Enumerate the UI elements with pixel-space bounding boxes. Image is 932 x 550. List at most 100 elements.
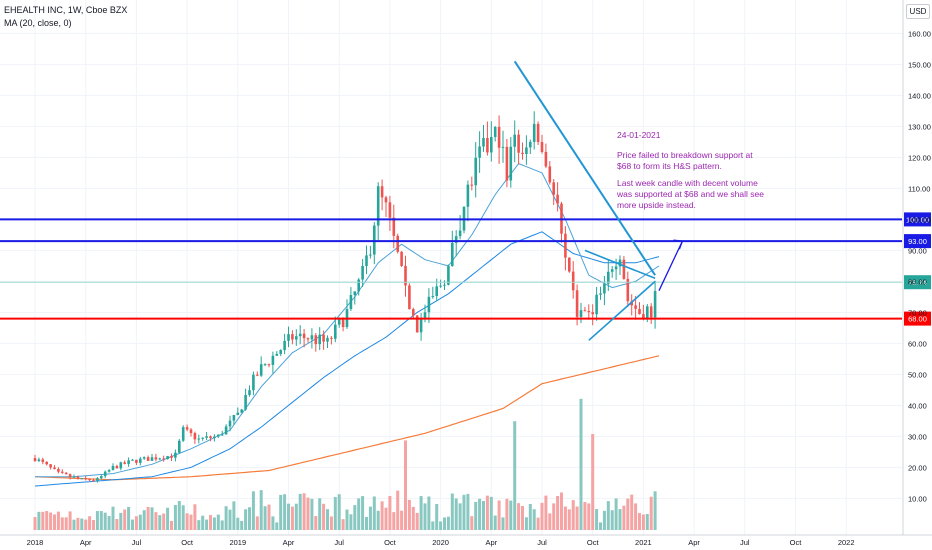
volume-bar [115, 519, 119, 530]
price-level-label: 68.00 [908, 315, 927, 324]
candle-body [314, 335, 318, 345]
candle-body [322, 334, 325, 342]
x-tick-label: 2022 [838, 538, 855, 547]
x-tick-label: Oct [790, 538, 803, 547]
candle-body [279, 350, 282, 354]
candle-body [525, 147, 528, 154]
candle-body [252, 374, 255, 391]
candle-body [150, 457, 154, 461]
candle-body [326, 337, 329, 342]
candle-body [158, 458, 162, 460]
candle-body [275, 353, 279, 356]
candle-body [283, 340, 286, 351]
volume-bar [166, 507, 170, 530]
volume-bar [521, 505, 524, 530]
volume-bar [337, 494, 341, 530]
volume-bar [127, 506, 131, 530]
candle-body [451, 242, 454, 267]
volume-bar [552, 503, 556, 530]
candle-body [361, 265, 364, 280]
candle-body [622, 259, 626, 279]
candle-body [607, 271, 610, 284]
candle-body [84, 478, 87, 480]
candle-body [556, 194, 559, 204]
volume-bar [380, 501, 384, 530]
trendline-resistance [513, 60, 656, 276]
volume-bar [641, 514, 645, 530]
candle-body [649, 306, 653, 318]
y-tick-label: 40.00 [908, 401, 927, 410]
volume-bar [283, 494, 287, 530]
volume-bar [240, 520, 244, 530]
volume-bar [259, 490, 263, 530]
volume-bar [45, 511, 49, 530]
volume-bar [329, 516, 333, 530]
x-tick-label: Jul [132, 538, 142, 547]
price-axis[interactable]: 10.00 20.00 30.00 40.00 50.00 60.00 70.00 80.00… [902, 0, 931, 535]
candle-body [353, 291, 357, 296]
candle-body [92, 480, 95, 482]
volume-bar [478, 498, 482, 530]
candle-body [127, 460, 130, 464]
candle-body [642, 314, 645, 320]
candle-body [96, 478, 99, 481]
y-tick-label: 60.00 [908, 339, 927, 348]
candle-body [591, 312, 594, 315]
volume-bar [341, 519, 345, 530]
annotation-line-4: was supported at $68 and we shall see [617, 189, 764, 199]
volume-bar [404, 440, 407, 530]
candle-body [380, 186, 384, 198]
volume-bar [244, 509, 248, 530]
indicator-legend[interactable]: MA (20, close, 0) [4, 18, 72, 28]
candle-body [427, 296, 431, 313]
candle-body [470, 184, 474, 186]
volume-bar [255, 516, 259, 530]
candle-body [419, 317, 423, 333]
candle-body [388, 202, 392, 218]
candle-body [201, 437, 204, 439]
candle-body [404, 265, 407, 286]
candle-body [599, 293, 602, 295]
time-axis[interactable]: 2018 Apr Jul Oct 2019 Apr Jul Oct 2020 Apr Jul Oct 2… [0, 534, 932, 547]
volume-bar [431, 521, 435, 530]
volume-bar [162, 513, 166, 530]
x-tick-label: 2021 [635, 538, 652, 547]
volume-bar [267, 504, 271, 530]
volume-bar [290, 506, 294, 530]
volume-bar [220, 520, 224, 530]
volume-bar [72, 519, 76, 530]
volume-bar [134, 516, 138, 530]
volume-bar [493, 515, 497, 530]
currency-button[interactable]: USD [906, 4, 930, 19]
volume-bar [528, 503, 532, 530]
trendlines[interactable] [513, 60, 684, 341]
volume-bar [446, 516, 450, 530]
candle-body [330, 337, 333, 339]
volume-bar [365, 516, 368, 530]
volume-bar [333, 497, 337, 530]
y-tick-label: 70.00 [908, 308, 927, 317]
volume-bar [466, 493, 470, 530]
candle-body [564, 233, 567, 258]
price-levels[interactable]: 79.74 100.00 93.00 68.00 [0, 212, 931, 326]
volume-bar [614, 498, 618, 530]
candle-body [384, 197, 388, 203]
candle-body [295, 336, 298, 340]
volume-bar [630, 494, 634, 530]
symbol-title[interactable]: EHEALTH INC, 1W, Cboe BZX [4, 5, 128, 15]
candle-body [646, 306, 649, 320]
volume-bar [103, 512, 107, 530]
candle-body [181, 427, 185, 441]
y-tick-label: 100.00 [908, 215, 931, 224]
candle-body [197, 438, 201, 440]
volume-bar [470, 516, 474, 530]
volume-bar [197, 520, 201, 530]
candle-body [170, 456, 173, 458]
candle-body [614, 266, 618, 270]
y-tick-label: 120.00 [908, 153, 931, 162]
volume-bar [556, 495, 560, 530]
candle-body [466, 184, 470, 207]
volume-bar [95, 511, 99, 530]
volume-bar [501, 517, 505, 530]
